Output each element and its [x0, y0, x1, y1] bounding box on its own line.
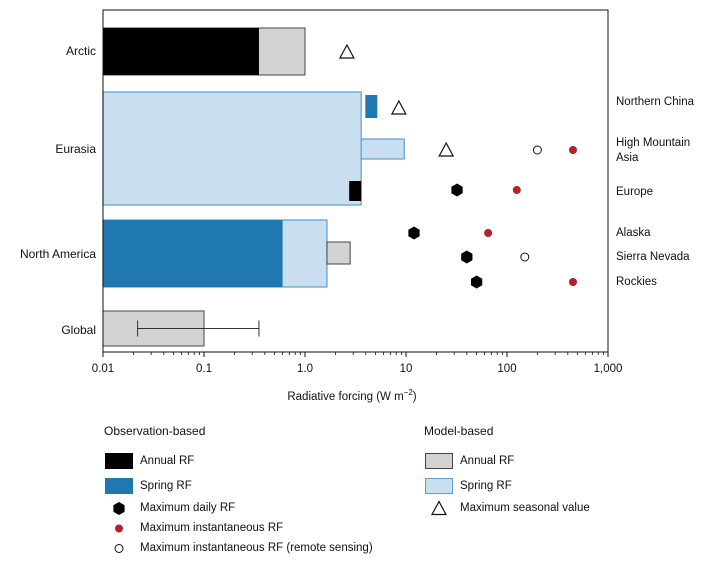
plot-area [102, 27, 577, 347]
legend-observation-item-label: Spring RF [140, 479, 192, 492]
legend-swatch-obs-spring [105, 477, 133, 494]
region-label-rockies: Rockies [616, 276, 657, 288]
legend-marker-max-seasonal [430, 500, 448, 516]
marker-rockies-max-daily [470, 275, 483, 289]
legend-observation: Observation-based Annual RF Spring RF Maxi… [104, 424, 404, 558]
legend-observation-item: Spring RF [104, 473, 404, 498]
legend-marker-max-inst [115, 524, 123, 533]
bar-high-mountain-asia-model-spring [360, 138, 405, 160]
marker-sierra-nevada-max-daily [461, 250, 473, 264]
legend-observation-item: Maximum instantaneous RF [104, 518, 404, 538]
marker-europe-max-inst [512, 186, 521, 194]
category-label-global: Global [61, 323, 96, 337]
legend-marker-shape-max-seasonal [430, 500, 448, 516]
category-label-north-america: North America [20, 247, 96, 261]
x-axis-title: Radiative forcing (W m−2) [287, 388, 416, 403]
legend-observation-item-label: Maximum instantaneous RF (remote sensing… [140, 542, 373, 554]
marker-high-mountain-asia-max-inst [568, 146, 577, 154]
marker-high-mountain-asia-max-seasonal [438, 141, 455, 157]
bar-north-america-obs-spring [103, 220, 283, 287]
x-tick-label: 100 [497, 363, 516, 375]
region-label-northern-china: Northern China [616, 96, 695, 108]
category-label-eurasia: Eurasia [55, 142, 96, 156]
region-label-high-mountain-asia: High Mountain Asia [616, 137, 690, 164]
legend-model-title: Model-based [424, 424, 494, 438]
plot-frame [102, 9, 609, 353]
legend-swatch-model-annual [425, 452, 453, 469]
legend-observation-item: Maximum instantaneous RF (remote sensing… [104, 538, 404, 558]
legend-model-item-label: Spring RF [460, 479, 512, 492]
x-axis: 0.01 0.1 1.0 10 100 1,000 [92, 352, 623, 375]
legend-observation-item: Annual RF [104, 448, 404, 473]
x-tick-label: 0.01 [92, 363, 114, 375]
category-label-arctic: Arctic [66, 44, 96, 58]
legend-symbol-max-seasonal [424, 499, 454, 517]
region-labels: Northern China High Mountain Asia Europe Ala… [616, 96, 695, 288]
marker-alaska-max-daily [408, 226, 420, 240]
legend-symbol-model-spring [424, 477, 454, 495]
legend-observation-item-label: Annual RF [140, 454, 195, 467]
legend-model-item-label: Maximum seasonal value [460, 502, 590, 514]
marker-europe-max-daily [451, 183, 463, 197]
legend-marker-max-inst-remote [114, 544, 124, 553]
marker-arctic-max-seasonal [338, 43, 355, 59]
legend-symbol-obs-spring [104, 477, 134, 495]
bar-europe-obs-annual [349, 181, 362, 201]
legend-marker-shape-max-daily [113, 502, 125, 515]
legend-swatch-obs-annual [105, 452, 133, 469]
legend-observation-item: Maximum daily RF [104, 498, 404, 518]
legend-symbol-max-inst [104, 519, 134, 537]
legend-model: Model-based Annual RF Spring RF Maximum se… [424, 424, 684, 518]
legend-observation-item-label: Maximum instantaneous RF [140, 522, 284, 534]
region-label-sierra-nevada: Sierra Nevada [616, 251, 690, 263]
x-tick-label: 1,000 [594, 363, 623, 375]
legend-symbol-obs-annual [104, 452, 134, 470]
x-tick-label: 1.0 [297, 363, 313, 375]
marker-sierra-nevada-max-inst-remote [520, 252, 530, 262]
category-labels: Arctic Eurasia North America Global [20, 44, 96, 337]
legend-marker-shape-max-inst [115, 524, 123, 533]
legend-model-item: Annual RF [424, 448, 684, 473]
legend-observation-title: Observation-based [104, 424, 206, 438]
x-tick-label: 0.1 [196, 363, 212, 375]
legend-model-item: Spring RF [424, 473, 684, 498]
marker-rockies-max-inst [568, 278, 577, 286]
legend-model-item-label: Annual RF [460, 454, 515, 467]
legend-marker-max-daily [113, 502, 125, 515]
legend-marker-shape-max-inst-remote [114, 544, 124, 553]
region-label-alaska: Alaska [616, 227, 651, 239]
bar-northern-china-obs-spring [365, 95, 378, 118]
legend-symbol-model-annual [424, 452, 454, 470]
region-label-europe: Europe [616, 186, 653, 198]
bar-sierra-nevada-model-annual [326, 241, 351, 265]
legend-symbol-max-inst-remote [104, 539, 134, 557]
bar-eurasia-model-spring [102, 91, 362, 206]
marker-alaska-max-inst [484, 229, 493, 237]
x-tick-label: 10 [400, 363, 413, 375]
bar-arctic-obs-annual [103, 28, 259, 75]
legend-swatch-model-spring [425, 477, 453, 494]
marker-northern-china-max-seasonal [390, 99, 407, 115]
marker-high-mountain-asia-max-inst-remote [532, 145, 542, 155]
legend-model-item: Maximum seasonal value [424, 498, 684, 518]
legend-observation-item-label: Maximum daily RF [140, 502, 236, 514]
legend-symbol-max-daily [104, 499, 134, 517]
